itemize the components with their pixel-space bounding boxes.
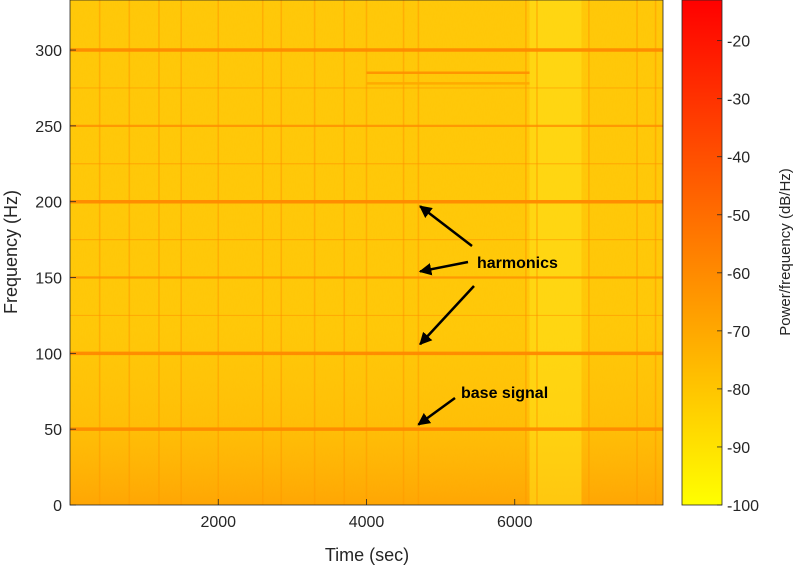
y-tick-label: 50 <box>44 422 62 439</box>
y-tick-label: 150 <box>35 271 62 288</box>
y-tick-label: 300 <box>35 43 62 60</box>
colorbar-tick-label: -40 <box>727 150 750 167</box>
x-axis-title: Time (sec) <box>325 545 409 565</box>
colorbar-ticks: -100 -90 -80 -70 -60 -50 -40 -30 -20 <box>717 34 759 515</box>
colorbar-tick-label: -80 <box>727 382 750 399</box>
colorbar-tick-label: -70 <box>727 324 750 341</box>
colorbar-tick-label: -60 <box>727 266 750 283</box>
colorbar <box>682 0 722 505</box>
y-axis-title: Frequency (Hz) <box>1 190 21 314</box>
x-tick-label: 4000 <box>349 514 385 531</box>
colorbar-tick-label: -50 <box>727 208 750 225</box>
colorbar-tick-label: -20 <box>727 34 750 51</box>
plot-area <box>70 0 663 505</box>
harmonics-label: harmonics <box>477 255 558 272</box>
x-tick-label: 6000 <box>497 514 533 531</box>
y-tick-label: 200 <box>35 195 62 212</box>
colorbar-tick-label: -100 <box>727 498 759 515</box>
x-tick-label: 2000 <box>200 514 236 531</box>
colorbar-title: Power/frequency (dB/Hz) <box>777 168 794 336</box>
y-tick-label: 100 <box>35 346 62 363</box>
colorbar-tick-label: -90 <box>727 440 750 457</box>
y-tick-label: 0 <box>53 498 62 515</box>
base-signal-label: base signal <box>461 385 548 402</box>
y-tick-label: 250 <box>35 119 62 136</box>
colorbar-tick-label: -30 <box>727 92 750 109</box>
